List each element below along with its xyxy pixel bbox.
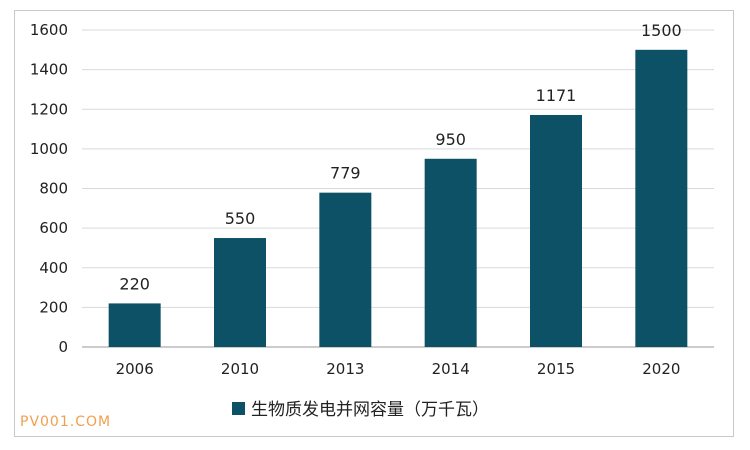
data-label: 1500 [641,21,682,40]
bar [319,192,372,347]
data-label: 220 [119,274,150,293]
y-axis-ticks: 0 200 400 600 800 1000 1200 1400 1600 [30,21,68,356]
legend: 生物质发电并网容量（万千瓦） [232,400,489,420]
data-label: 1171 [536,86,577,105]
watermark-text: PV001.COM [20,414,112,430]
y-tick-label: 0 [58,338,68,356]
bars [108,49,688,347]
y-tick-label: 400 [39,259,68,277]
legend-label: 生物质发电并网容量（万千瓦） [251,400,489,420]
y-tick-label: 200 [39,298,68,316]
bar [108,303,161,347]
legend-swatch [232,402,245,415]
bar [214,238,266,347]
gridlines [82,29,714,348]
data-labels: 220 550 779 950 1171 1500 [119,21,681,294]
y-tick-label: 800 [39,180,68,198]
y-tick-label: 600 [39,219,68,237]
x-tick-label: 2013 [326,360,364,378]
data-label: 950 [435,130,466,149]
x-axis-ticks: 2006 2010 2013 2014 2015 2020 [116,360,681,378]
y-tick-label: 1600 [30,21,68,39]
x-tick-label: 2014 [432,360,470,378]
data-label: 779 [330,164,361,183]
x-tick-label: 2020 [642,360,680,378]
bar [635,49,688,347]
chart-frame [14,10,734,437]
y-tick-label: 1000 [30,140,68,158]
x-tick-label: 2010 [221,360,259,378]
data-label: 550 [225,209,256,228]
y-tick-label: 1400 [30,61,68,79]
x-tick-label: 2006 [116,360,154,378]
bar [530,114,582,347]
x-tick-label: 2015 [537,360,575,378]
bar [424,158,477,347]
y-tick-label: 1200 [30,100,68,118]
